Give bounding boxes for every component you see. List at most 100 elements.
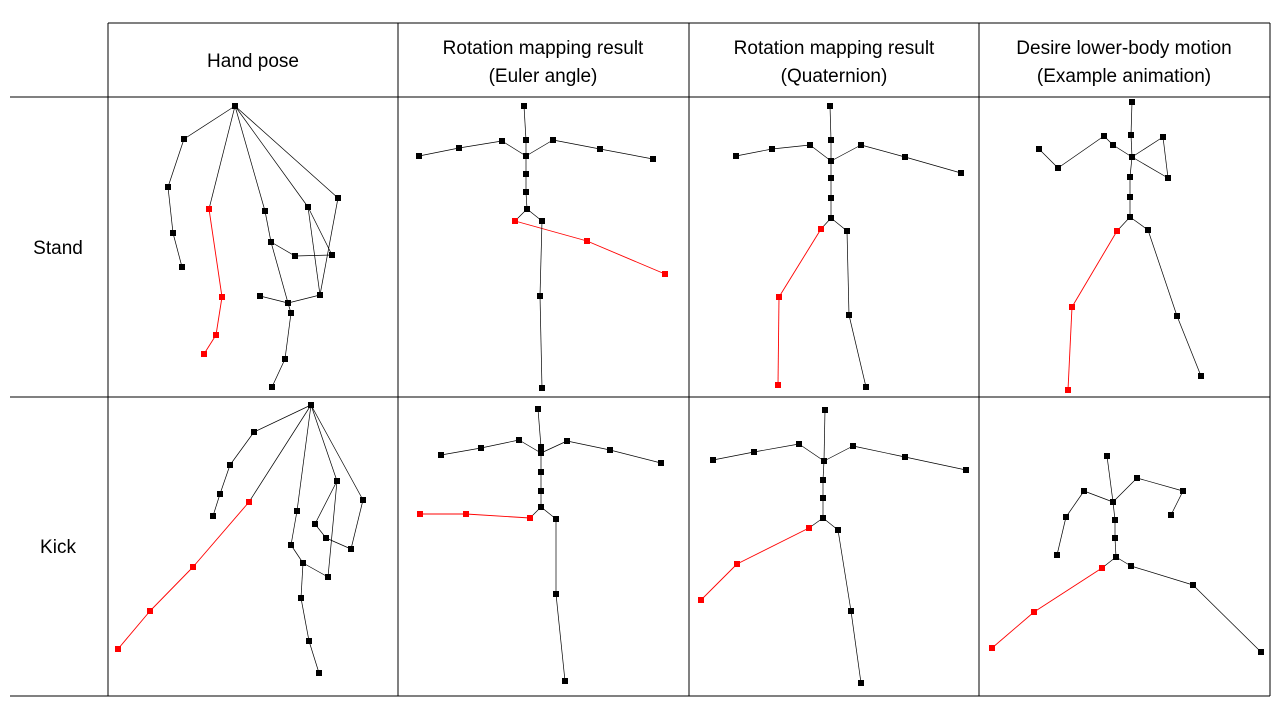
bone [440,447,482,456]
bone-highlight [777,296,780,386]
bone [310,404,364,501]
header-euler-title: Rotation mapping result [443,38,644,59]
joint [179,264,185,270]
bone [753,443,800,453]
joint-highlight [818,226,824,232]
joint [210,513,216,519]
joint [796,441,802,447]
bone [290,510,298,546]
joint [820,515,826,521]
bone [904,456,967,471]
bone [904,156,962,174]
joint [268,239,274,245]
bone [830,144,862,162]
joint [1145,227,1151,233]
joint [308,402,314,408]
joint [538,450,544,456]
bone [1112,477,1138,503]
bone [296,404,312,512]
joint [300,560,306,566]
bone [823,445,854,462]
bone [310,404,338,482]
bone [307,206,321,296]
joint-highlight [1065,387,1071,393]
bone [1106,455,1114,503]
joint [305,204,311,210]
bone-highlight [778,228,822,298]
bone [307,206,333,256]
bone [823,409,826,462]
bone-highlight [208,208,223,298]
bone [852,445,906,458]
joint [958,170,964,176]
joint [523,153,529,159]
bone [555,593,566,682]
joint [538,504,544,510]
joint [227,462,233,468]
joint [538,488,544,494]
joint [807,142,813,148]
joint [516,437,522,443]
bone [1130,134,1133,158]
joint [348,546,354,552]
bone [418,147,460,157]
joint [828,195,834,201]
bone-highlight [514,220,588,242]
joint [288,542,294,548]
bone [1192,584,1262,653]
joint [821,458,827,464]
joint [317,292,323,298]
bone-highlight [700,563,738,601]
joint [1129,99,1135,105]
joint-highlight [213,332,219,338]
bone [552,139,601,150]
bone [219,464,231,495]
skeleton-kick-hand [115,402,366,676]
skeleton-stand-hand [165,103,341,390]
joint [288,310,294,316]
bone [1136,477,1184,492]
joint [1104,453,1110,459]
bone [308,640,320,674]
joint [846,312,852,318]
joint [1036,146,1042,152]
joint [294,508,300,514]
joint [820,477,826,483]
joint [1113,554,1119,560]
bone [822,460,825,481]
bone [850,610,862,684]
skeleton-kick-anim [989,453,1264,655]
joint [523,137,529,143]
joint [312,521,318,527]
bone [1114,537,1117,558]
joint [550,137,556,143]
joint [1129,154,1135,160]
joint [170,230,176,236]
joint [232,103,238,109]
header-hand-pose: Hand pose [207,51,299,72]
joint-highlight [417,511,423,517]
joint [769,146,775,152]
table-grid [10,22,1271,697]
bone [846,230,850,316]
joint-highlight [989,645,995,651]
bone [609,449,662,464]
bone [1057,135,1105,169]
joint [553,516,559,522]
joint [1134,475,1140,481]
joint-highlight [806,525,812,531]
bone [234,105,266,212]
joint [537,293,543,299]
joint-highlight [512,218,518,224]
joint [298,595,304,601]
joint [1101,133,1107,139]
joint [963,467,969,473]
joint [335,195,341,201]
bone [1083,490,1114,503]
joint [1258,649,1264,655]
joint [535,406,541,412]
joint [478,445,484,451]
joint [1054,552,1060,558]
bone-highlight [1067,306,1073,391]
joint [1180,488,1186,494]
